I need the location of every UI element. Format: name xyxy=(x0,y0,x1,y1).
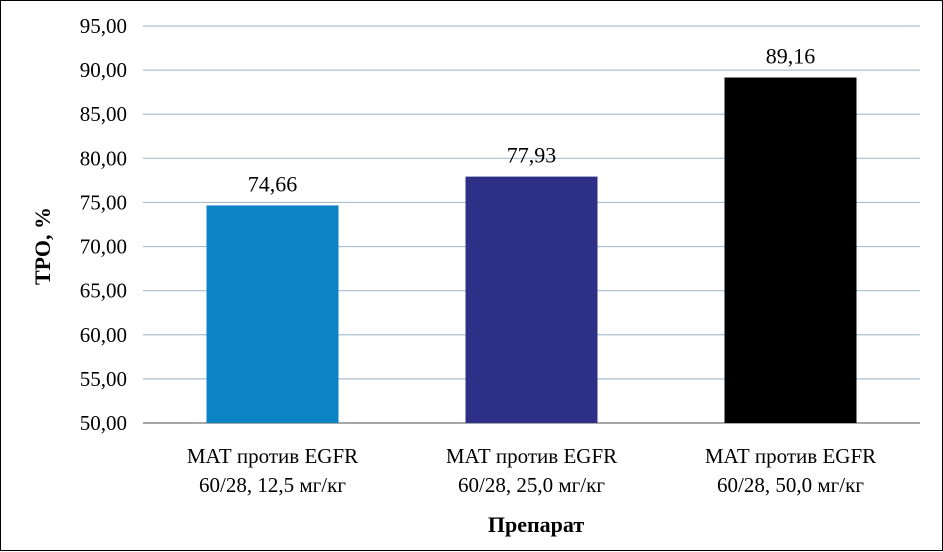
y-tick-labels: 50,00 55,00 60,00 65,00 70,00 75,00 80,00 85,00… xyxy=(80,14,127,435)
y-tick-label: 95,00 xyxy=(80,14,127,38)
y-tick-label: 60,00 xyxy=(80,323,127,347)
x-category-label: МАТ против EGFR xyxy=(705,444,876,468)
data-label: 77,93 xyxy=(507,143,557,168)
x-category-label: 60/28, 25,0 мг/кг xyxy=(458,473,605,497)
x-category-label: МАТ против EGFR xyxy=(446,444,617,468)
bars xyxy=(206,77,857,423)
y-tick-label: 70,00 xyxy=(80,235,127,259)
y-tick-label: 50,00 xyxy=(80,411,127,435)
x-category-labels: МАТ против EGFR 60/28, 12,5 мг/кг МАТ прот… xyxy=(187,444,876,497)
x-category-label: 60/28, 50,0 мг/кг xyxy=(717,473,864,497)
data-label: 74,66 xyxy=(248,171,298,196)
x-category-label: 60/28, 12,5 мг/кг xyxy=(199,473,346,497)
y-tick-label: 55,00 xyxy=(80,367,127,391)
x-category-label: МАТ против EGFR xyxy=(187,444,358,468)
y-tick-label: 80,00 xyxy=(80,146,127,170)
y-tick-label: 75,00 xyxy=(80,190,127,214)
data-labels: 74,66 77,93 89,16 xyxy=(248,44,816,197)
y-tick-label: 65,00 xyxy=(80,279,127,303)
x-axis-title: Препарат xyxy=(488,512,584,537)
bar xyxy=(465,176,598,423)
y-tick-label: 90,00 xyxy=(80,58,127,82)
bar xyxy=(724,77,857,423)
y-tick-label: 85,00 xyxy=(80,102,127,126)
data-label: 89,16 xyxy=(766,44,816,69)
y-axis-title: ТРО, % xyxy=(30,207,55,285)
bar xyxy=(206,205,339,423)
